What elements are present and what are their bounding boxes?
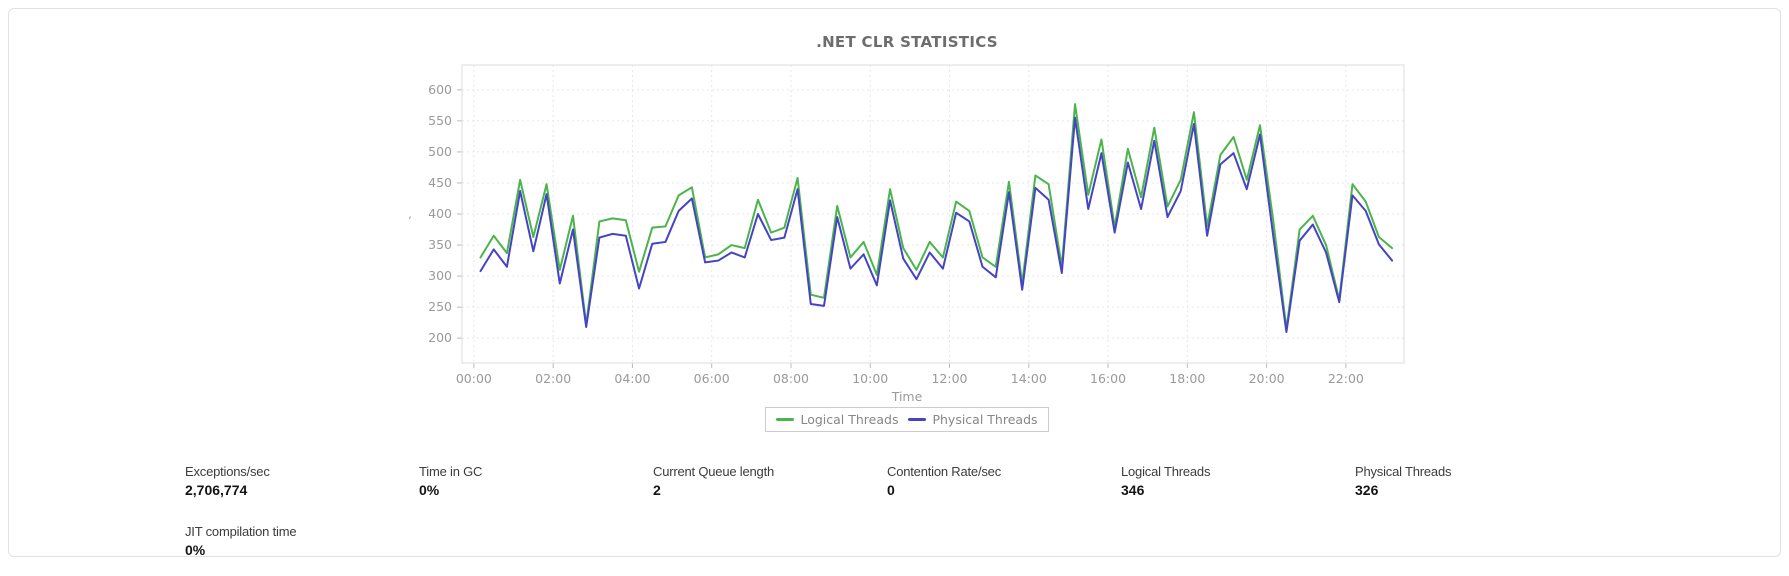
svg-text:04:00: 04:00: [614, 371, 650, 386]
legend-box: Logical Threads Physical Threads: [765, 407, 1049, 432]
svg-text:06:00: 06:00: [694, 371, 730, 386]
svg-text:12:00: 12:00: [931, 371, 967, 386]
stat-contention-rate: Contention Rate/sec 0: [887, 464, 1121, 498]
chart-title: .NET CLR STATISTICS: [816, 33, 998, 51]
svg-text:200: 200: [428, 330, 452, 345]
stat-value: 2,706,774: [185, 482, 248, 498]
stat-label: Time in GC: [419, 464, 483, 479]
legend-label: Physical Threads: [932, 412, 1038, 427]
chart-canvas: 200 250 300 350 400 450 500 550 600 00:00 02:00 04:…: [408, 64, 1405, 386]
svg-text:18:00: 18:00: [1169, 371, 1205, 386]
stat-label: Current Queue length: [653, 464, 775, 479]
svg-text:02:00: 02:00: [535, 371, 571, 386]
svg-text:450: 450: [428, 175, 452, 190]
stat-value: 0%: [185, 542, 206, 558]
stat-value: 0%: [419, 482, 440, 498]
stat-exceptions-per-sec: Exceptions/sec 2,706,774: [185, 464, 419, 498]
svg-text:00:00: 00:00: [456, 371, 492, 386]
svg-text:250: 250: [428, 299, 452, 314]
svg-text:300: 300: [428, 268, 452, 283]
stat-jit-compilation-time: JIT compilation time 0%: [185, 524, 419, 558]
svg-text:400: 400: [428, 206, 452, 221]
stat-logical-threads: Logical Threads 346: [1121, 464, 1355, 498]
stat-label: Logical Threads: [1121, 464, 1211, 479]
stat-value: 0: [887, 482, 895, 498]
svg-text:08:00: 08:00: [773, 371, 809, 386]
svg-text:16:00: 16:00: [1090, 371, 1126, 386]
svg-text:10:00: 10:00: [852, 371, 888, 386]
stat-label: Contention Rate/sec: [887, 464, 1001, 479]
stat-value: 326: [1355, 482, 1379, 498]
svg-text:500: 500: [428, 144, 452, 159]
svg-text:14:00: 14:00: [1011, 371, 1047, 386]
physical-threads-line-icon: [908, 418, 927, 421]
legend-item-physical-threads[interactable]: Physical Threads: [908, 412, 1038, 427]
legend-label: Logical Threads: [800, 412, 899, 427]
chart-container: .NET CLR STATISTICS 200 250 300 350 400 450 50…: [392, 33, 1422, 404]
legend-item-logical-threads[interactable]: Logical Threads: [776, 412, 898, 427]
metrics-summary: Exceptions/sec 2,706,774 Time in GC 0% C…: [185, 464, 1589, 558]
svg-text:22:00: 22:00: [1328, 371, 1364, 386]
stat-time-in-gc: Time in GC 0%: [419, 464, 653, 498]
stat-physical-threads: Physical Threads 326: [1355, 464, 1589, 498]
chart-legend: Logical Threads Physical Threads: [392, 407, 1422, 432]
clr-statistics-card: .NET CLR STATISTICS 200 250 300 350 400 450 50…: [8, 8, 1781, 558]
logical-threads-line-icon: [776, 418, 795, 421]
svg-text:350: 350: [428, 237, 452, 252]
stat-value: 346: [1121, 482, 1145, 498]
svg-text:600: 600: [428, 82, 452, 97]
stat-current-queue-length: Current Queue length 2: [653, 464, 887, 498]
stat-label: JIT compilation time: [185, 524, 297, 539]
x-axis-title: Time: [891, 389, 923, 404]
stat-value: 2: [653, 482, 661, 498]
stat-label: Physical Threads: [1355, 464, 1452, 479]
svg-text:550: 550: [428, 113, 452, 128]
svg-text:,: ,: [408, 208, 412, 221]
stat-label: Exceptions/sec: [185, 464, 270, 479]
svg-text:20:00: 20:00: [1249, 371, 1285, 386]
